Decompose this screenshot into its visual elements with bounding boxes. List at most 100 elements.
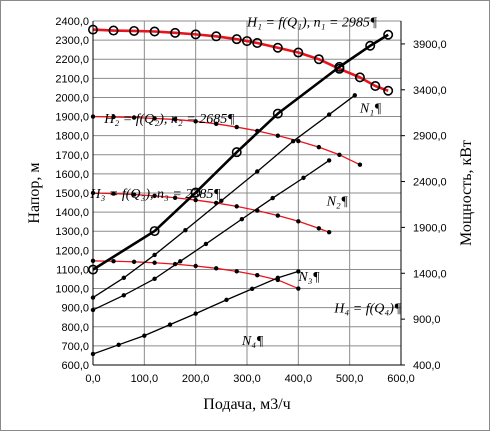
data-point xyxy=(316,226,322,231)
data-point xyxy=(121,275,127,281)
data-point xyxy=(383,29,394,40)
axis-layer xyxy=(92,21,405,366)
data-point xyxy=(172,195,178,200)
x-tick-label: 400,0 xyxy=(285,373,313,385)
data-point xyxy=(293,47,304,58)
data-point xyxy=(255,272,260,278)
data-point xyxy=(142,333,147,338)
y-tick-label: 600,0 xyxy=(61,360,89,372)
data-point xyxy=(116,342,121,348)
y2-axis-title: Мощность, кВт xyxy=(458,140,475,246)
data-point xyxy=(301,175,306,181)
x-tick-label: 300,0 xyxy=(233,373,261,385)
series-line xyxy=(92,115,361,166)
data-point xyxy=(149,26,160,37)
y-tick-label: 1000,0 xyxy=(55,284,89,296)
data-point xyxy=(129,25,140,36)
y2-tick-label: 1400,0 xyxy=(413,268,447,280)
y-tick-label: 700,0 xyxy=(61,341,89,353)
y-tick-label: 1700,0 xyxy=(55,150,89,162)
data-point xyxy=(326,229,332,235)
data-point xyxy=(131,259,137,264)
series-layer xyxy=(88,24,394,357)
data-point xyxy=(275,133,280,138)
y2-tick-label: 3900,0 xyxy=(413,39,447,51)
y-tick-label: 800,0 xyxy=(61,322,89,334)
data-point xyxy=(231,147,242,158)
data-point xyxy=(337,152,342,157)
data-point xyxy=(152,193,157,199)
series-line xyxy=(92,33,389,271)
chart-annotation: N₃¶ xyxy=(297,270,320,285)
chart-annotation: N₁¶ xyxy=(359,102,382,117)
data-point xyxy=(152,260,157,265)
y2-tick-label: 2400,0 xyxy=(413,177,447,189)
chart-annotation: H₂ = f(Q₂), n₂ = 2685¶ xyxy=(103,112,234,127)
y-tick-label: 1300,0 xyxy=(55,226,89,238)
data-point xyxy=(149,226,160,237)
data-point xyxy=(316,144,322,150)
data-point xyxy=(352,93,357,98)
data-point xyxy=(272,108,283,119)
data-point xyxy=(234,204,239,209)
data-point xyxy=(242,36,253,47)
x-tick-label: 0,0 xyxy=(85,373,100,385)
data-point xyxy=(211,31,222,42)
data-point xyxy=(239,216,245,222)
data-point xyxy=(131,115,137,120)
data-point xyxy=(270,195,275,201)
data-point xyxy=(383,85,394,96)
data-point xyxy=(326,158,332,163)
y2-tick-label: 400,0 xyxy=(413,360,441,372)
y-tick-label: 900,0 xyxy=(61,303,89,315)
data-point xyxy=(370,80,381,91)
data-point xyxy=(354,72,365,83)
data-point xyxy=(224,297,229,303)
data-point xyxy=(167,322,173,327)
x-tick-label: 100,0 xyxy=(131,373,159,385)
chart-annotation: H₁ = f(Q₁), n₁ = 2985¶ xyxy=(246,16,377,31)
y-tick-label: 1600,0 xyxy=(55,169,89,181)
x-tick-label: 200,0 xyxy=(182,373,210,385)
data-point xyxy=(365,40,376,51)
y-axis-title: Напор, м xyxy=(26,162,43,223)
data-point xyxy=(214,266,219,271)
y-tick-label: 2300,0 xyxy=(55,35,89,47)
data-point xyxy=(296,138,301,144)
series-line xyxy=(92,159,330,311)
x-axis-title: Подача, м3/ч xyxy=(203,396,290,413)
y-tick-label: 1100,0 xyxy=(56,264,89,276)
data-point xyxy=(272,42,283,53)
data-point xyxy=(178,259,183,264)
data-point xyxy=(234,124,239,130)
data-point xyxy=(193,197,198,203)
y-tick-label: 2000,0 xyxy=(55,92,89,104)
x-tick-label: 500,0 xyxy=(336,373,364,385)
data-point xyxy=(219,198,224,203)
data-point xyxy=(111,191,116,196)
data-point xyxy=(296,269,301,274)
data-point xyxy=(152,116,157,121)
chart-annotation: N₄¶ xyxy=(241,334,264,349)
y-tick-label: 1200,0 xyxy=(55,245,89,257)
y2-tick-label: 1900,0 xyxy=(413,222,447,234)
x-tick-label: 600,0 xyxy=(387,373,415,385)
data-point xyxy=(172,117,178,122)
data-point xyxy=(203,241,209,247)
series-line xyxy=(92,28,389,92)
y-tick-label: 1800,0 xyxy=(55,131,89,143)
data-point xyxy=(291,138,296,144)
data-point xyxy=(131,192,137,197)
y-tick-label: 2200,0 xyxy=(55,54,89,66)
chart-annotation: N₂¶ xyxy=(326,194,349,209)
data-point xyxy=(152,276,157,281)
data-point xyxy=(108,25,119,36)
data-point xyxy=(190,29,201,40)
data-point xyxy=(170,27,181,38)
data-point xyxy=(275,275,280,281)
data-point xyxy=(231,34,242,45)
data-point xyxy=(326,112,332,117)
data-point xyxy=(296,286,301,291)
